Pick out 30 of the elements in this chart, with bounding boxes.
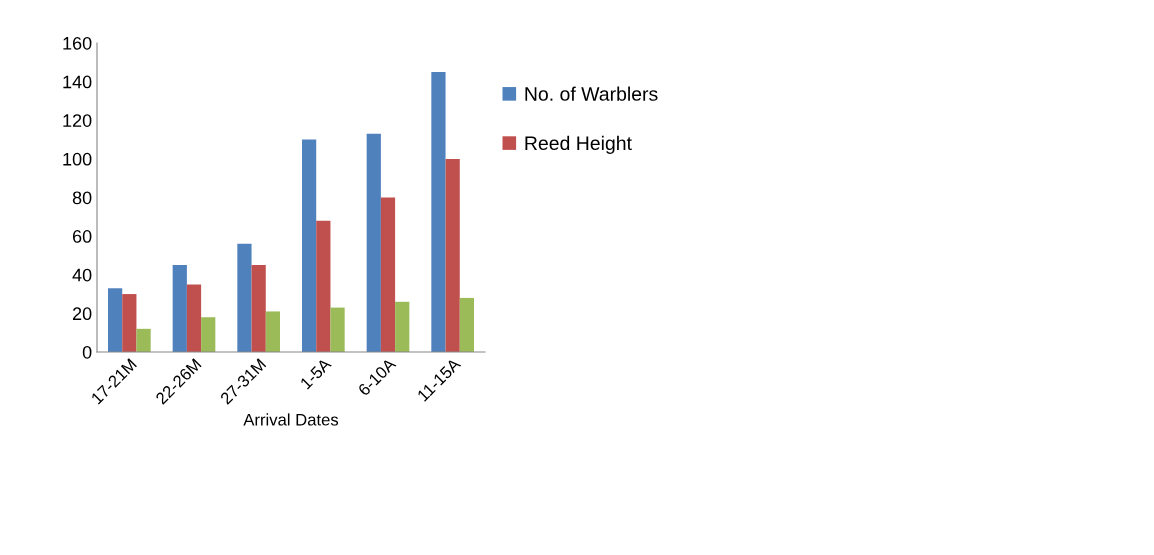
bar — [251, 265, 266, 352]
bar — [445, 158, 460, 352]
y-tick-label: 60 — [72, 230, 92, 243]
bar — [107, 288, 123, 352]
bar — [316, 220, 331, 352]
bar — [265, 311, 281, 352]
y-tick-label: 160 — [63, 36, 92, 50]
bar — [136, 328, 151, 352]
legend-label: No. of Warblers — [525, 86, 658, 101]
y-tick-label: 120 — [63, 114, 92, 127]
bar — [459, 297, 475, 352]
bar — [122, 294, 137, 352]
bar — [431, 71, 446, 352]
y-tick-label: 100 — [63, 152, 92, 166]
bar — [301, 139, 317, 352]
bar — [186, 284, 202, 352]
y-tick-label: 80 — [72, 191, 92, 205]
bar — [201, 317, 216, 352]
x-axis-title: Arrival Dates — [243, 413, 339, 426]
bar — [172, 265, 187, 352]
y-tick-label: 40 — [72, 268, 92, 282]
bar — [237, 243, 252, 352]
bar — [395, 301, 410, 352]
bar — [380, 197, 396, 352]
legend-label: Reed Height — [525, 135, 632, 154]
y-tick-label: 140 — [63, 75, 92, 89]
y-tick-label: 20 — [72, 307, 92, 321]
y-tick-label: 0 — [82, 345, 92, 359]
bar — [366, 133, 381, 352]
bar — [330, 307, 345, 352]
